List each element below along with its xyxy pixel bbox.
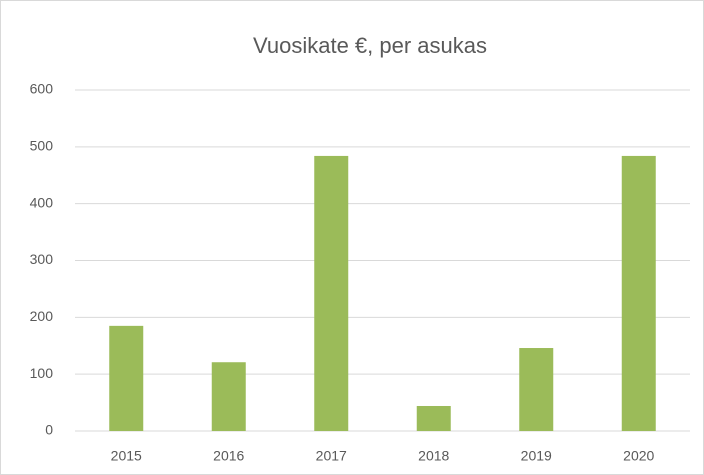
x-tick-label: 2018 bbox=[418, 448, 449, 464]
bar bbox=[211, 362, 246, 431]
y-tick-label: 400 bbox=[30, 194, 54, 210]
bar bbox=[621, 155, 656, 431]
x-tick-label: 2016 bbox=[213, 448, 244, 464]
y-tick-label: 0 bbox=[45, 422, 53, 438]
x-tick-label: 2020 bbox=[623, 448, 654, 464]
x-tick-label: 2015 bbox=[111, 448, 142, 464]
bar bbox=[314, 155, 349, 431]
bar bbox=[109, 325, 144, 431]
y-tick-label: 200 bbox=[30, 308, 54, 324]
bar bbox=[416, 405, 451, 431]
x-tick-label: 2019 bbox=[521, 448, 552, 464]
y-tick-label: 100 bbox=[30, 365, 54, 381]
y-tick-label: 500 bbox=[30, 138, 54, 154]
y-tick-label: 600 bbox=[30, 81, 54, 97]
y-tick-label: 300 bbox=[30, 251, 54, 267]
x-tick-label: 2017 bbox=[316, 448, 347, 464]
bar bbox=[519, 348, 554, 431]
chart-title: Vuosikate €, per asukas bbox=[253, 33, 487, 58]
